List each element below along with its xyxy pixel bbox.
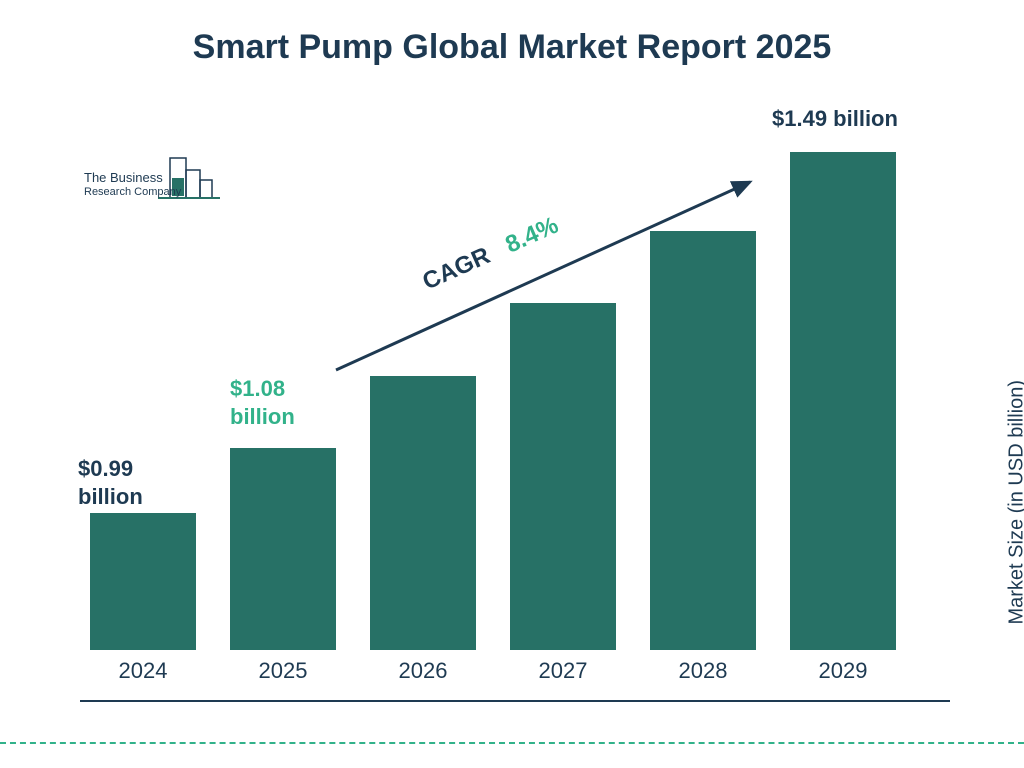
- value-label-0: $0.99billion: [78, 455, 143, 510]
- bar-2024: [90, 513, 196, 650]
- xlabel-2027: 2027: [510, 658, 616, 684]
- xlabel-2026: 2026: [370, 658, 476, 684]
- bottom-dashed-border: [0, 742, 1024, 744]
- value-label-2: $1.49 billion: [772, 105, 898, 133]
- bar-2025: [230, 448, 336, 650]
- bar-2027: [510, 303, 616, 650]
- y-axis-label: Market Size (in USD billion): [1006, 380, 1024, 625]
- xlabel-2024: 2024: [90, 658, 196, 684]
- xlabel-2028: 2028: [650, 658, 756, 684]
- chart-title: Smart Pump Global Market Report 2025: [0, 28, 1024, 67]
- bar-2029: [790, 152, 896, 650]
- x-axis-line: [80, 700, 950, 702]
- bar-2028: [650, 231, 756, 650]
- x-axis-labels: 2024 2025 2026 2027 2028 2029: [80, 658, 910, 688]
- value-label-1: $1.08billion: [230, 375, 295, 430]
- xlabel-2025: 2025: [230, 658, 336, 684]
- bar-chart: [80, 130, 910, 650]
- bar-2026: [370, 376, 476, 650]
- xlabel-2029: 2029: [790, 658, 896, 684]
